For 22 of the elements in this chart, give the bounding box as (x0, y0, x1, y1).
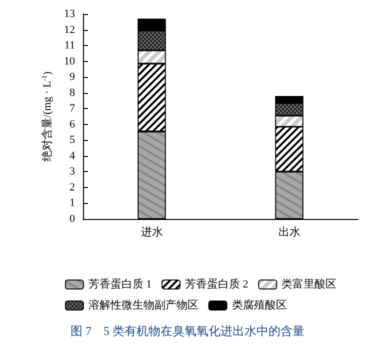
legend-label: 芳香蛋白质 2 (185, 278, 248, 290)
y-tick-label: 13 (64, 8, 76, 20)
y-tick-label: 6 (70, 118, 76, 130)
y-tick-label: 4 (70, 150, 76, 162)
text: 图 7 5 类有机物在臭氧氧化进出水中的含量 (70, 324, 304, 338)
y-tick-label: 10 (64, 55, 76, 68)
y-tick-label: 5 (70, 134, 76, 146)
legend-label: 类腐殖酸区 (232, 298, 287, 312)
y-tick-label: 7 (70, 102, 76, 115)
x-tick-label: 出水 (278, 226, 300, 238)
legend-label: 类富里酸区 (282, 278, 337, 290)
y-tick-label: 3 (70, 166, 76, 178)
y-tick-label: 8 (70, 86, 76, 99)
y-tick-label: 1 (70, 197, 75, 210)
y-tick-label: 11 (64, 40, 75, 52)
legend-label: 溶解性微生物副产物区 (88, 298, 198, 312)
y-tick-label: 9 (70, 71, 76, 84)
y-tick-label: 2 (70, 181, 75, 194)
y-tick-label: 0 (70, 213, 76, 225)
legend-label: 芳香蛋白质 1 (88, 278, 152, 290)
y-tick-label: 12 (64, 24, 75, 36)
x-tick-label: 进水 (140, 226, 163, 238)
